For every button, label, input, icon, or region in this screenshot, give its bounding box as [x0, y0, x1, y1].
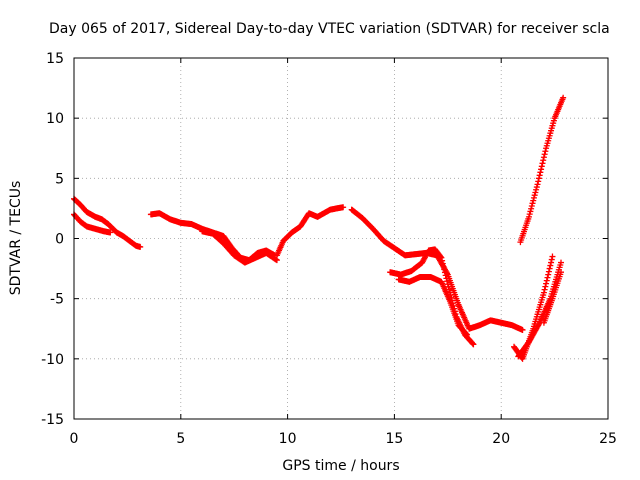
x-tick-label: 25 [599, 431, 617, 447]
data-point [558, 269, 565, 276]
data-point [536, 172, 543, 179]
data-point [530, 197, 537, 204]
data-point [440, 263, 447, 270]
data-point [548, 259, 555, 266]
y-tick-label: -10 [41, 352, 64, 368]
data-point [464, 331, 471, 338]
series-7 [395, 274, 471, 338]
y-tick-label: 15 [46, 51, 64, 67]
data-points [71, 94, 567, 362]
data-point [535, 178, 542, 185]
data-point [532, 189, 539, 196]
data-point [529, 200, 536, 207]
data-point [543, 277, 550, 284]
data-point [535, 175, 542, 182]
series-3 [199, 228, 280, 266]
data-point [442, 272, 449, 279]
data-point [443, 275, 450, 282]
data-point [545, 271, 552, 278]
data-point [137, 243, 144, 250]
data-point [340, 204, 347, 211]
data-point [444, 281, 451, 288]
data-point [538, 166, 545, 173]
data-point [548, 256, 555, 263]
y-tick-label: 5 [55, 171, 64, 187]
axis-ticks: 0 5 10 15 20 25 -15 -10 -5 0 5 10 15 [41, 51, 617, 447]
data-point [527, 208, 534, 215]
data-point [547, 262, 554, 269]
data-point [542, 148, 549, 155]
data-point [441, 269, 448, 276]
data-point [528, 205, 535, 212]
data-point [441, 266, 448, 273]
x-tick-label: 5 [176, 431, 185, 447]
y-tick-label: 0 [55, 232, 64, 248]
x-tick-label: 0 [70, 431, 79, 447]
data-point [558, 259, 565, 266]
data-point [540, 154, 547, 161]
chart-title: Day 065 of 2017, Sidereal Day-to-day VTE… [49, 21, 610, 37]
series-8 [511, 253, 556, 362]
data-point [537, 169, 544, 176]
data-point [544, 274, 551, 281]
data-point [541, 286, 548, 293]
data-point [549, 253, 556, 260]
data-point [470, 341, 477, 348]
y-tick-label: -15 [41, 412, 64, 428]
data-point [531, 192, 538, 199]
data-point [538, 163, 545, 170]
y-tick-label: 10 [46, 111, 64, 127]
grid-lines [74, 58, 608, 419]
data-point [534, 181, 541, 188]
y-tick-label: -5 [50, 292, 64, 308]
data-point [444, 278, 451, 285]
data-point [530, 194, 537, 201]
data-point [543, 280, 550, 287]
series-4 [273, 204, 347, 259]
data-point [463, 330, 470, 337]
series-0 [71, 195, 144, 250]
data-point [519, 326, 526, 333]
data-point [560, 94, 567, 101]
data-point [526, 211, 533, 218]
data-point [469, 340, 476, 347]
data-point [542, 283, 549, 290]
series-11 [517, 94, 567, 246]
series-10 [540, 269, 565, 326]
x-axis-label: GPS time / hours [282, 458, 399, 474]
data-point [546, 265, 553, 272]
x-tick-label: 15 [385, 431, 403, 447]
data-point [437, 253, 444, 260]
data-point [438, 254, 445, 261]
series-5 [348, 206, 526, 333]
series-1 [71, 211, 114, 236]
data-point [540, 157, 547, 164]
data-point [533, 186, 540, 193]
data-point [439, 260, 446, 267]
data-point [439, 257, 446, 264]
data-point [107, 229, 114, 236]
data-point [540, 289, 547, 296]
data-point [545, 268, 552, 275]
y-axis-label: SDTVAR / TECUs [8, 181, 24, 296]
data-point [533, 184, 540, 191]
x-tick-label: 10 [279, 431, 297, 447]
data-point [525, 213, 532, 220]
plot-border [73, 57, 609, 420]
x-tick-label: 20 [492, 431, 510, 447]
data-point [541, 151, 548, 158]
data-point [539, 160, 546, 167]
data-point [528, 203, 535, 210]
